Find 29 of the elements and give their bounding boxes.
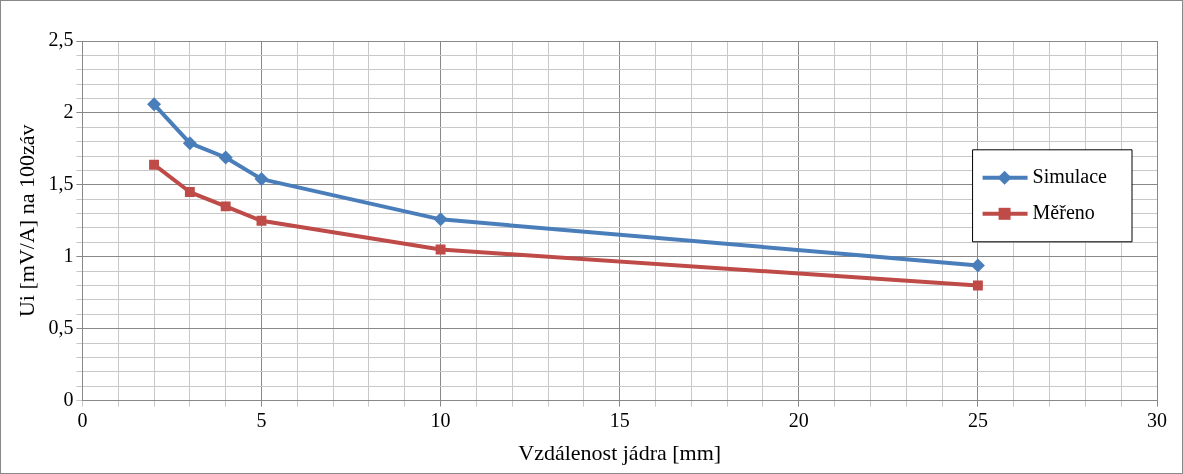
y-tick-label: 1 [63,244,74,267]
point [256,215,267,226]
x-tick-label: 30 [1147,408,1167,431]
point [218,150,233,165]
y-tick-label: 2,5 [48,28,74,51]
legend-label: Měřeno [1032,201,1095,224]
x-tick-label: 15 [609,408,630,431]
x-axis-title: Vzdálenost jádra [mm] [518,439,722,465]
legend-label: Simulace [1032,165,1108,188]
y-tick-label: 0 [63,387,74,410]
point [435,244,446,255]
y-axis-title: Ui [mV/A] na 100záv [13,124,39,318]
point [147,97,162,112]
point [254,172,269,187]
x-tick-label: 20 [788,408,809,431]
x-tick-label: 25 [967,408,988,431]
point [184,187,195,197]
x-tick-label: 0 [77,408,88,431]
point [149,159,159,170]
point [433,212,448,227]
y-tick-label: 1,5 [48,172,74,195]
point [970,258,985,273]
x-tick-label: 10 [430,408,451,431]
x-tick-label: 5 [256,408,267,431]
y-tick-label: 0,5 [48,315,74,338]
point [220,201,231,212]
point [972,280,983,291]
y-tick-label: 2 [63,100,74,123]
point [182,136,197,151]
